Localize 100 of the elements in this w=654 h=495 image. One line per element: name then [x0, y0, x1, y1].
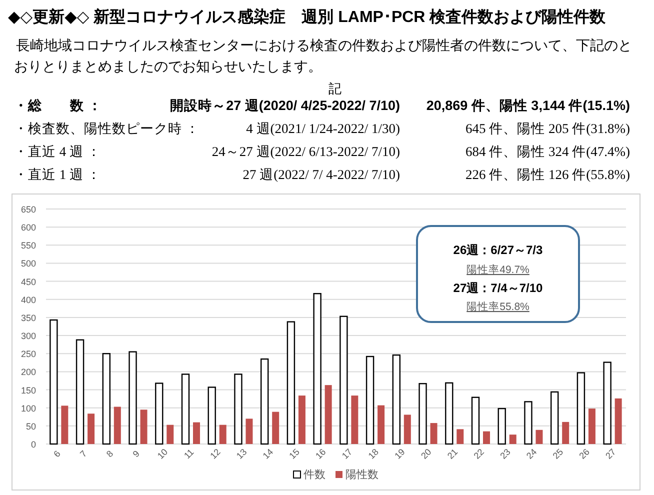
x-tick-label: 11: [182, 447, 196, 461]
bar: [418, 383, 427, 445]
annotation: 陽性率49.7%: [466, 263, 530, 276]
bar: [234, 374, 242, 445]
bar: [404, 414, 411, 444]
x-tick-label: 19: [392, 446, 407, 461]
bar: [378, 405, 385, 444]
y-tick-label: 250: [20, 349, 36, 360]
x-tick-label: 25: [550, 446, 566, 461]
x-tick-label: 27: [604, 446, 618, 461]
bar: [614, 398, 622, 444]
y-tick-label: 650: [20, 204, 36, 214]
bar: [208, 386, 216, 445]
bar: [260, 358, 269, 445]
bar: [298, 396, 306, 444]
bar: [430, 423, 438, 444]
text: ・検査数、陽性数ピーク時 ：: [14, 121, 200, 136]
bar: [340, 316, 348, 445]
bar: [128, 351, 137, 445]
bar: [272, 412, 280, 444]
bar: [88, 414, 95, 444]
bar: [219, 424, 226, 444]
y-tick-label: 50: [26, 421, 36, 432]
y-tick-label: 550: [20, 240, 36, 251]
y-tick-label: 300: [20, 331, 36, 342]
x-tick-label: 13: [234, 446, 249, 461]
bar: [155, 382, 164, 445]
bar: [483, 431, 490, 444]
x-tick-label: 8: [104, 448, 116, 460]
bar: [550, 391, 559, 445]
x-tick-label: 21: [445, 446, 460, 461]
x-tick-label: 23: [498, 446, 512, 461]
x-tick-label: 26: [577, 446, 592, 461]
text: 684 件、陽性 324 件(47.4%): [466, 144, 630, 159]
text: 645 件、陽性 205 件(31.8%): [466, 121, 630, 136]
chart-title: ◆◇更新◆◇ 新型コロナウイルス感染症 週別 LAMP･PCR 検査件数および陽性件数: [8, 8, 607, 26]
bar: [181, 374, 190, 445]
annotation: 26週：6/27～7/3: [453, 243, 544, 257]
bar: [456, 429, 464, 444]
bar: [114, 406, 121, 444]
y-tick-label: 600: [20, 222, 36, 233]
bar: [193, 422, 200, 444]
bar: [392, 354, 401, 445]
text: 20,869 件、陽性 3,144 件(15.1%): [426, 98, 630, 113]
bar: [324, 385, 332, 444]
x-tick-label: 20: [419, 446, 434, 461]
bar: [351, 396, 358, 444]
y-tick-label: 150: [20, 385, 36, 396]
bar: [498, 408, 506, 445]
text: 開設時～27 週(2020/ 4/25-2022/ 7/10): [170, 98, 400, 113]
y-tick-label: 200: [20, 367, 36, 378]
bar: [536, 430, 543, 444]
bar: [509, 434, 516, 444]
text: ・直近 4 週 ：: [14, 144, 101, 159]
y-tick-label: 450: [20, 276, 36, 287]
x-tick-label: 16: [314, 446, 328, 461]
x-tick-label: 6: [52, 448, 62, 460]
x-tick-label: 17: [340, 446, 354, 461]
x-tick-label: 10: [155, 446, 170, 461]
bar: [524, 401, 532, 445]
y-tick-label: 350: [20, 312, 36, 323]
bar: [61, 406, 68, 444]
x-tick-label: 12: [208, 446, 222, 461]
x-tick-label: 7: [78, 448, 89, 460]
x-tick-label: 22: [472, 446, 486, 461]
x-tick-label: 9: [130, 448, 142, 460]
annotation: 27週：7/4～7/10: [453, 281, 544, 295]
text: ・総 数 ：: [14, 98, 102, 113]
legend-label: 件数: [304, 469, 326, 481]
x-tick-label: 24: [524, 446, 539, 461]
y-tick-label: 400: [20, 294, 36, 305]
bar: [286, 321, 296, 445]
y-tick-label: 500: [20, 258, 36, 269]
bar: [246, 418, 253, 444]
bar: [588, 408, 596, 444]
bar: [471, 396, 480, 445]
text: 記: [328, 81, 342, 96]
text: 4 週(2021/ 1/24-2022/ 1/30): [246, 121, 400, 136]
x-tick-label: 15: [287, 446, 302, 461]
text: 長崎地域コロナウイルス検査センターにおける検査の件数および陽性者の件数について、下記のとおりとりまとめましたのでお知らせいたします。: [2, 38, 632, 75]
bar: [366, 356, 374, 445]
annotation: 陽性率55.8%: [466, 300, 530, 313]
text: 226 件、陽性 126 件(55.8%): [466, 167, 630, 182]
x-tick-label: 18: [366, 446, 380, 461]
text: ・直近 1 週 ：: [14, 167, 101, 182]
bar: [603, 362, 612, 445]
bar: [313, 293, 322, 445]
legend-label: 陽性数: [346, 469, 378, 481]
y-tick-label: 100: [20, 403, 36, 414]
bar: [102, 353, 111, 445]
bar: [445, 382, 454, 445]
bar: [166, 424, 174, 444]
text: 24～27 週(2022/ 6/13-2022/ 7/10): [212, 144, 400, 159]
bar: [76, 339, 84, 445]
bar: [576, 372, 586, 445]
bar: [140, 410, 148, 444]
bar: [562, 422, 570, 444]
text: 27 週(2022/ 7/ 4-2022/ 7/10): [242, 167, 400, 182]
y-tick-label: 0: [30, 440, 36, 450]
bar: [50, 319, 58, 445]
